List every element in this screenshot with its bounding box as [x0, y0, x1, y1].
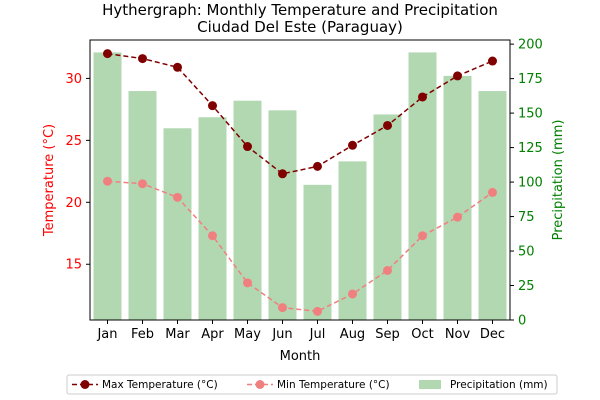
min-temp-point-sep	[383, 265, 392, 275]
min-temp-point-jun	[278, 303, 287, 313]
precip-bar-sep	[373, 114, 402, 320]
max-temp-point-may	[243, 142, 252, 152]
x-tick-label: Feb	[131, 327, 154, 342]
y-right-tick-label: 25	[518, 279, 535, 294]
legend: Max Temperature (°C) Min Temperature (°C…	[66, 374, 558, 395]
y-left-tick-label: 25	[65, 134, 82, 149]
precip-bar-jul	[303, 184, 332, 320]
min-temp-point-may	[243, 278, 252, 288]
max-temp-point-jan	[103, 49, 112, 59]
x-tick-label: Jun	[271, 327, 292, 342]
precip-bar-nov	[443, 75, 472, 321]
x-tick-label: Jan	[96, 327, 117, 342]
y-left-tick-label: 30	[65, 72, 82, 87]
max-temp-point-dec	[488, 56, 497, 66]
legend-max-marker	[80, 380, 90, 389]
y-axis-left-label: Temperature (°C)	[42, 124, 57, 237]
max-temp-point-apr	[208, 101, 217, 111]
min-temp-point-jul	[313, 306, 322, 316]
axes: Jan Feb Mar Apr May Jun Jul Aug Sep Oct Nov Dec 15 20…	[65, 38, 542, 342]
plot-frame	[89, 39, 511, 321]
y-right-tick-label: 0	[518, 314, 526, 329]
x-tick-label: Sep	[375, 327, 400, 342]
x-tick-label: Apr	[201, 327, 224, 342]
x-tick-label: May	[234, 327, 261, 342]
y-right-tick-label: 50	[518, 245, 535, 260]
x-tick-label: Nov	[445, 327, 471, 342]
y-right-tick-label: 125	[518, 141, 543, 156]
precip-bar-jun	[268, 110, 297, 321]
precipitation-bars	[93, 52, 507, 321]
y-left-tick-label: 15	[65, 258, 82, 273]
min-temp-point-oct	[418, 231, 427, 241]
x-tick-label: Mar	[165, 327, 190, 342]
max-temp-point-feb	[138, 54, 147, 64]
y-axis-right-label: Precipitation (mm)	[551, 120, 566, 241]
max-temp-point-mar	[173, 62, 182, 72]
min-temp-point-mar	[173, 192, 182, 202]
min-temp-point-nov	[453, 212, 462, 222]
x-tick-label: Jul	[309, 327, 326, 342]
y-right-tick-label: 175	[518, 72, 543, 87]
chart-title: Hythergraph: Monthly Temperature and Pre…	[102, 1, 498, 19]
legend-frame	[66, 374, 558, 395]
max-temp-point-nov	[453, 71, 462, 81]
min-temp-point-apr	[208, 231, 217, 241]
precip-bar-dec	[478, 91, 507, 320]
max-temp-point-aug	[348, 140, 357, 150]
y-right-tick-label: 200	[518, 38, 543, 53]
max-temp-point-oct	[418, 92, 427, 102]
x-tick-label: Aug	[340, 327, 365, 342]
legend-precip-label: Precipitation (mm)	[450, 379, 548, 391]
max-temp-point-sep	[383, 120, 392, 130]
min-temp-point-dec	[488, 187, 497, 197]
y-right-tick-label: 100	[518, 176, 543, 191]
precip-bar-jan	[93, 52, 122, 321]
y-left-tick-label: 20	[65, 196, 82, 211]
max-temp-line	[107, 52, 493, 175]
max-temp-point-jun	[278, 169, 287, 179]
min-temp-point-feb	[138, 179, 147, 189]
y-right-tick-label: 75	[518, 210, 535, 225]
min-temp-point-aug	[348, 289, 357, 299]
x-tick-label: Oct	[411, 327, 433, 342]
legend-min-label: Min Temperature (°C)	[277, 379, 390, 391]
max-temp-point-jul	[313, 161, 322, 171]
legend-precip-swatch	[419, 380, 441, 389]
min-temp-line	[107, 180, 493, 313]
temperature-lines	[103, 49, 497, 316]
chart-subtitle: Ciudad Del Este (Paraguay)	[197, 18, 403, 36]
legend-min-marker	[255, 380, 265, 389]
x-tick-label: Dec	[480, 327, 505, 342]
x-axis-label: Month	[280, 349, 321, 364]
y-right-tick-label: 150	[518, 107, 543, 122]
precip-bar-mar	[163, 128, 192, 320]
legend-max-label: Max Temperature (°C)	[102, 379, 218, 391]
min-temp-point-jan	[103, 176, 112, 186]
precip-bar-feb	[128, 91, 157, 320]
precip-bar-apr	[198, 117, 227, 320]
